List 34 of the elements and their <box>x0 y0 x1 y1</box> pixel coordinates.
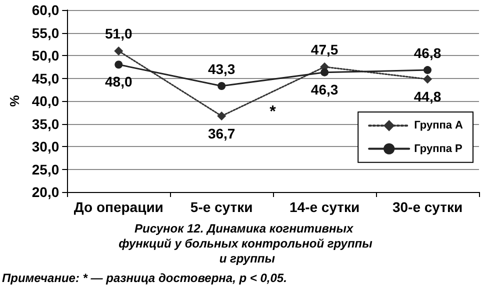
data-label: 46,3 <box>310 81 338 98</box>
y-tick-label: 25,0 <box>32 161 60 178</box>
point <box>218 82 226 90</box>
text: Примечание: * — разница достоверна, p < 0,05. <box>2 271 287 285</box>
data-label: 48,0 <box>105 74 132 90</box>
y-tick-label: 50,0 <box>32 48 60 64</box>
data-label: 36,7 <box>208 126 236 142</box>
point <box>424 66 432 74</box>
point <box>320 68 329 76</box>
y-tick-label: 55,0 <box>32 24 60 41</box>
y-tick-label: 45,0 <box>32 70 60 86</box>
legend-label: Группа Р <box>414 142 462 155</box>
y-tick-label: 35,0 <box>32 116 60 132</box>
point <box>114 60 123 69</box>
x-tick-label: 14-е сутки <box>289 199 360 215</box>
y-tick-label: 30,0 <box>32 138 60 154</box>
data-label: 47,5 <box>310 41 338 58</box>
data-label: 43,3 <box>208 60 236 77</box>
point <box>423 74 432 84</box>
y-tick-label: 40,0 <box>32 93 60 109</box>
text: Рисунок 12. Динамика когнитивных функций у больных контрольной группы и группы <box>118 222 374 266</box>
point <box>114 46 124 56</box>
x-tick-label: 30-е сутки <box>392 199 463 215</box>
legend-label: Группа А <box>414 120 464 132</box>
annotation: * <box>270 104 277 121</box>
y-axis-title: % <box>7 94 22 107</box>
data-label: 46,8 <box>414 45 442 62</box>
x-tick-label: До операции <box>74 199 164 215</box>
point <box>217 112 226 121</box>
data-label: 44,8 <box>414 88 442 105</box>
data-label: 51,0 <box>105 25 132 42</box>
y-tick-label: 60,0 <box>32 2 60 18</box>
y-tick-label: 20,0 <box>32 184 60 200</box>
x-tick-label: 5-е сутки <box>190 199 253 215</box>
